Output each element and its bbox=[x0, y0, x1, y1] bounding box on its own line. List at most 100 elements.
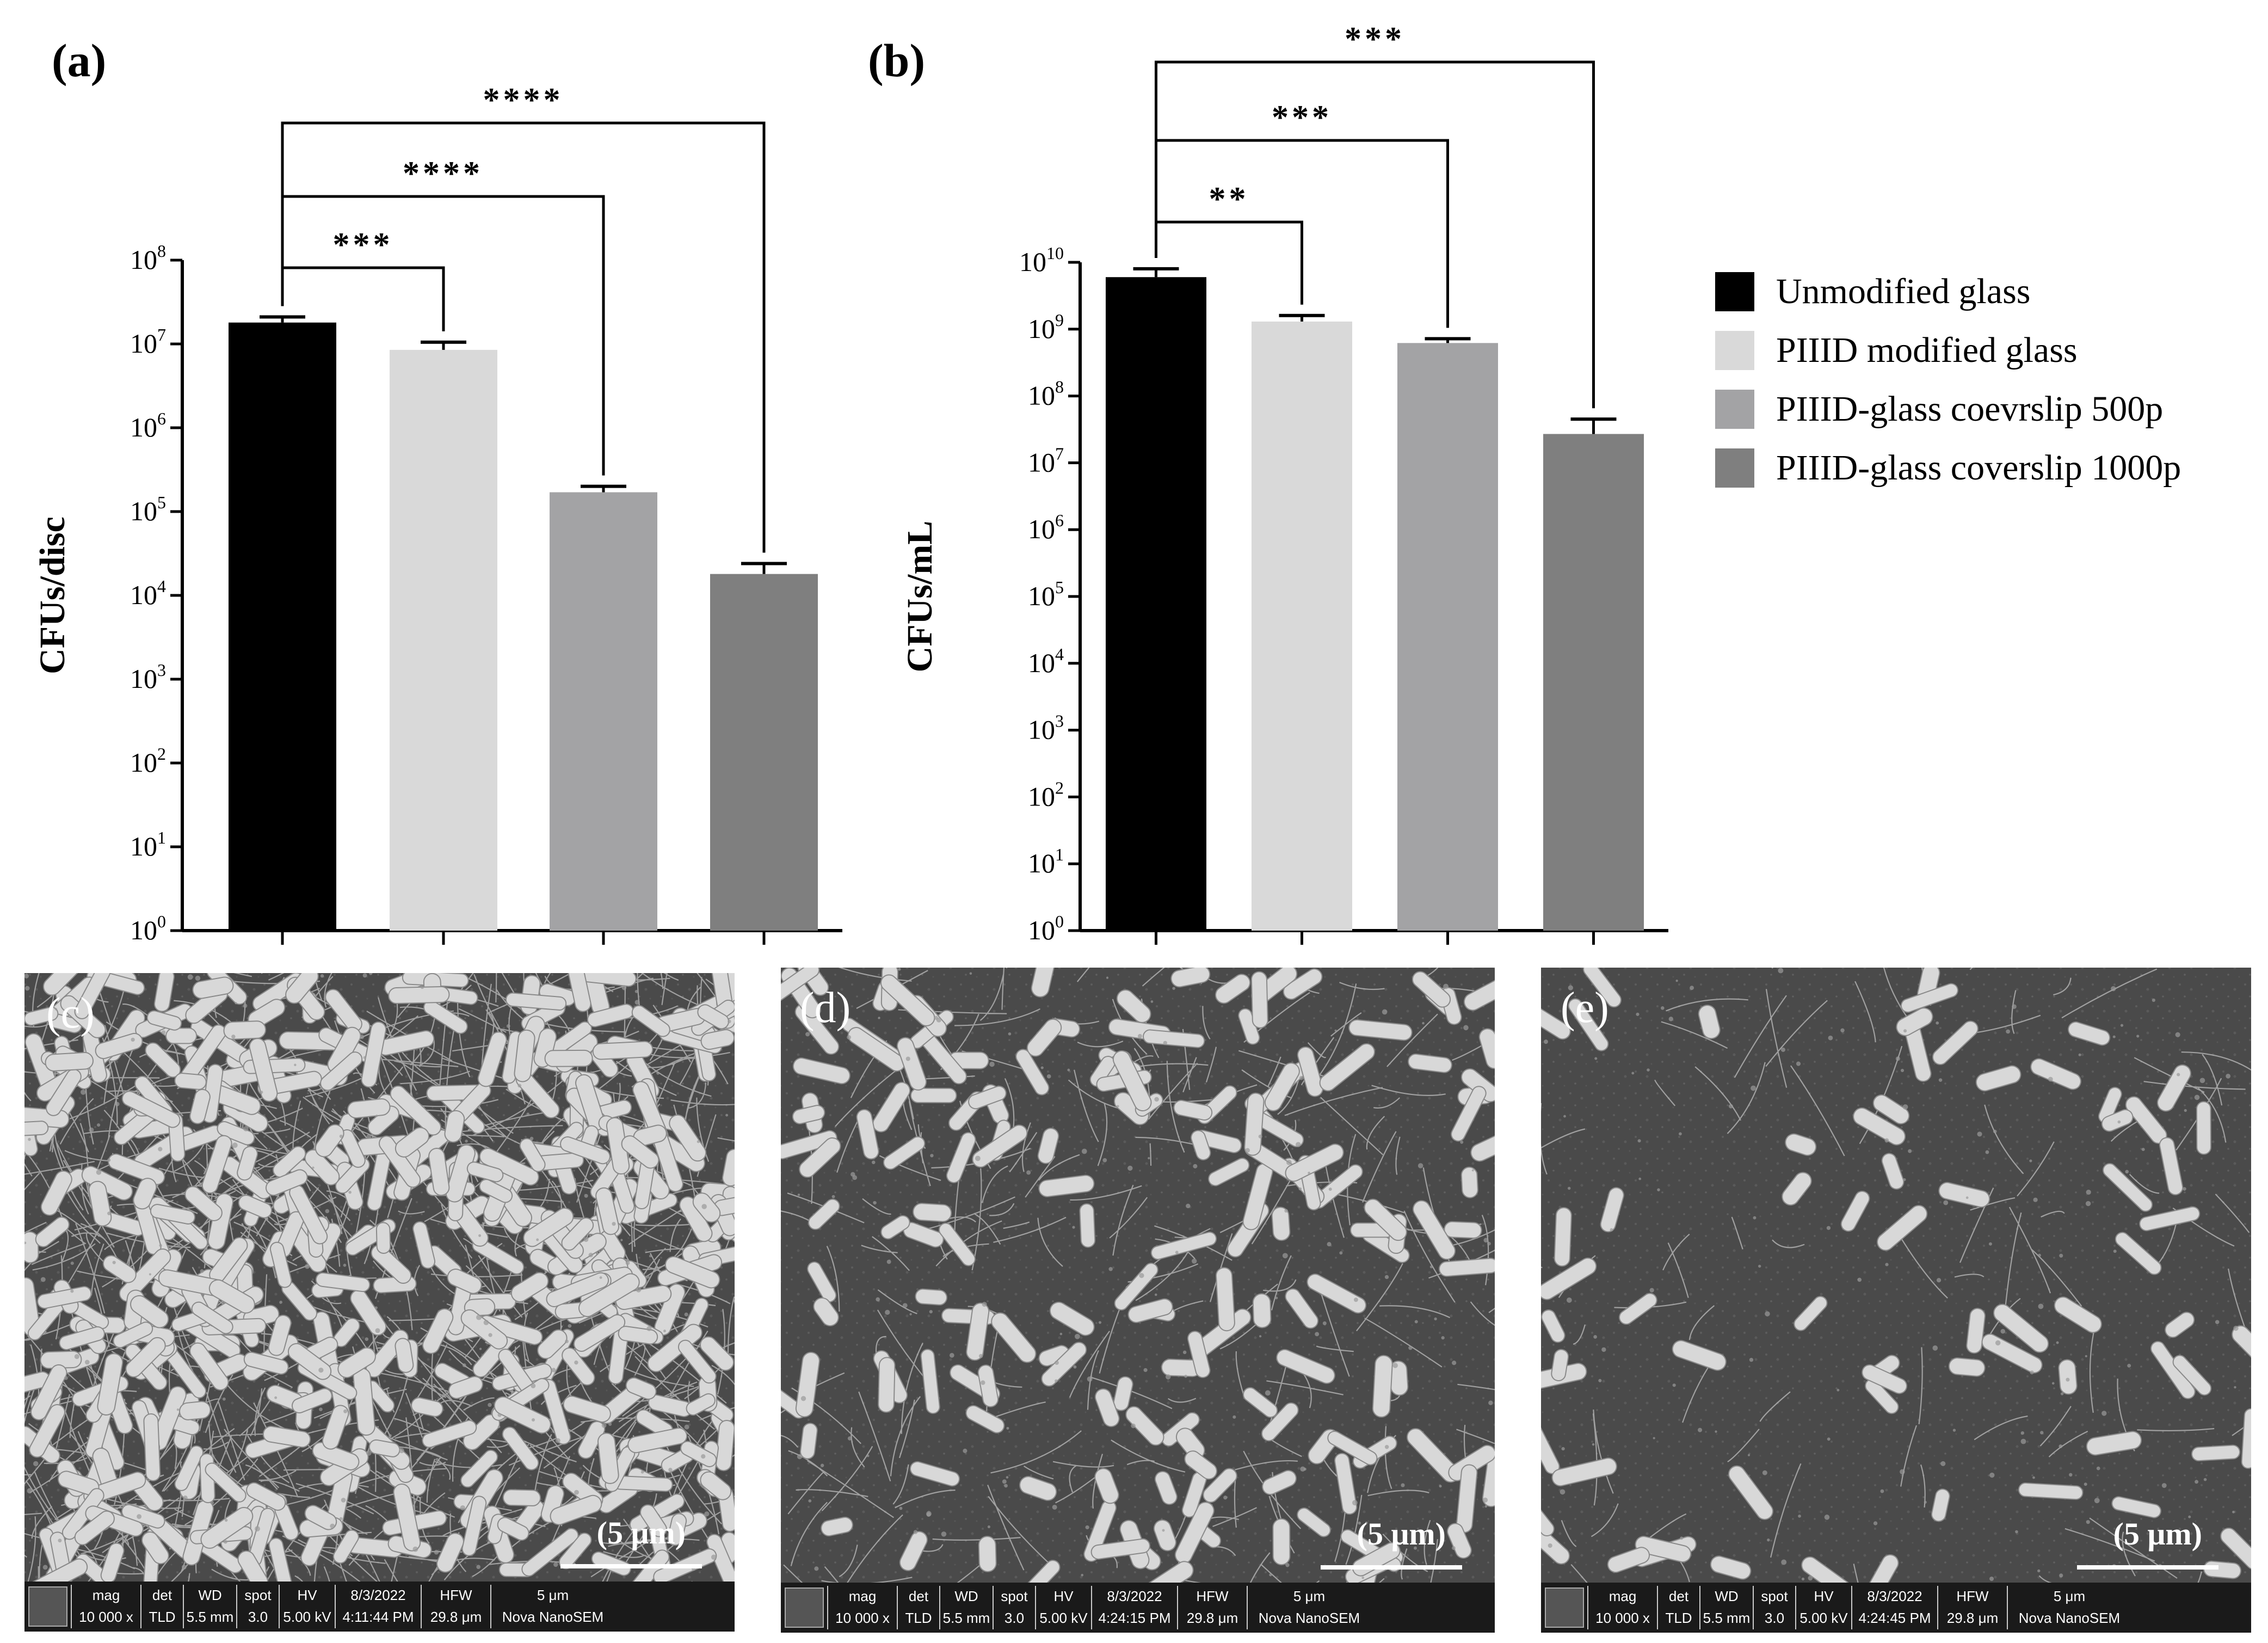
y-tick-label: 103 bbox=[1028, 711, 1064, 745]
y-tick-label: 108 bbox=[1028, 377, 1064, 411]
bar-4 bbox=[1543, 434, 1644, 931]
y-tick-label: 109 bbox=[1028, 310, 1064, 344]
info-header: HV bbox=[1814, 1588, 1834, 1604]
y-tick-label: 108 bbox=[130, 241, 166, 275]
significance-label: *** bbox=[1345, 21, 1405, 58]
bar-1 bbox=[229, 322, 336, 931]
legend-swatch bbox=[1715, 272, 1754, 311]
sem-panel-label: (e) bbox=[1561, 984, 1609, 1032]
scale-bar-label: (5 μm) bbox=[1357, 1516, 1446, 1552]
y-axis-label: CFUs/disc bbox=[33, 516, 72, 674]
info-header: mag bbox=[1609, 1588, 1637, 1604]
y-tick-label: 107 bbox=[130, 325, 166, 359]
info-header: spot bbox=[244, 1587, 272, 1603]
info-value: 29.8 μm bbox=[1187, 1610, 1238, 1626]
info-value: 3.0 bbox=[1765, 1610, 1784, 1626]
info-value: 29.8 μm bbox=[1947, 1610, 1998, 1626]
sem-panel-d: (d) (5 μm) mag 10 000 x det TLD WD 5.5 mm spot 3.… bbox=[781, 968, 1495, 1633]
info-header: mag bbox=[93, 1587, 120, 1603]
legend-label: Unmodified glass bbox=[1776, 272, 2030, 311]
info-value: 5.5 mm bbox=[943, 1610, 990, 1626]
info-value: 29.8 μm bbox=[430, 1609, 482, 1625]
info-header: WD bbox=[954, 1588, 978, 1604]
y-tick-label: 105 bbox=[130, 493, 166, 526]
info-header: HV bbox=[1053, 1588, 1074, 1604]
info-value: 3.0 bbox=[1004, 1610, 1024, 1626]
info-header: WD bbox=[1715, 1588, 1738, 1604]
info-header: WD bbox=[198, 1587, 221, 1603]
info-value: TLD bbox=[1665, 1610, 1692, 1626]
info-value: 5.5 mm bbox=[1703, 1610, 1751, 1626]
sem-panel-label: (c) bbox=[46, 989, 95, 1037]
y-tick-label: 107 bbox=[1028, 444, 1064, 477]
info-value: 5.5 mm bbox=[187, 1609, 234, 1625]
info-value: 4:11:44 PM bbox=[342, 1609, 414, 1625]
info-value: TLD bbox=[905, 1610, 932, 1626]
bar-2 bbox=[1252, 321, 1352, 931]
info-header: HV bbox=[297, 1587, 317, 1603]
info-value: Nova NanoSEM bbox=[1259, 1610, 1360, 1626]
info-value: Nova NanoSEM bbox=[502, 1609, 603, 1625]
y-tick-label: 100 bbox=[1028, 912, 1064, 945]
scale-bar-label: (5 μm) bbox=[597, 1515, 686, 1550]
info-header: 5 μm bbox=[537, 1587, 569, 1603]
significance-bracket bbox=[281, 266, 445, 331]
significance-label: **** bbox=[483, 82, 564, 119]
legend-swatch bbox=[1715, 448, 1754, 488]
info-value: 10 000 x bbox=[835, 1610, 890, 1626]
info-header: 8/3/2022 bbox=[350, 1587, 405, 1603]
info-header: 5 μm bbox=[2054, 1588, 2085, 1604]
y-tick-label: 101 bbox=[1028, 845, 1064, 878]
sem-info-bar bbox=[781, 1583, 1495, 1633]
info-header: HFW bbox=[440, 1587, 472, 1603]
sem-panel-e: (e) (5 μm) mag 10 000 x det TLD WD 5.5 mm spot 3.… bbox=[1541, 968, 2251, 1633]
bar-1 bbox=[1106, 277, 1206, 931]
y-tick-label: 103 bbox=[130, 660, 166, 694]
info-value: 5.00 kV bbox=[1799, 1610, 1848, 1626]
info-header: 8/3/2022 bbox=[1867, 1588, 1922, 1604]
bar-4 bbox=[710, 574, 818, 931]
fei-logo-icon bbox=[28, 1586, 67, 1627]
panel-label: (a) bbox=[52, 34, 106, 87]
info-value: 3.0 bbox=[248, 1609, 268, 1625]
legend-label: PIIID-glass coverslip 1000p bbox=[1776, 448, 2181, 488]
info-header: 8/3/2022 bbox=[1107, 1588, 1162, 1604]
y-tick-label: 100 bbox=[130, 912, 166, 945]
bar-3 bbox=[1397, 343, 1498, 931]
bar-3 bbox=[550, 492, 657, 931]
info-value: 5.00 kV bbox=[283, 1609, 331, 1625]
info-value: 10 000 x bbox=[1595, 1610, 1650, 1626]
y-tick-label: 105 bbox=[1028, 577, 1064, 611]
y-tick-label: 102 bbox=[130, 744, 166, 778]
sem-info-bar bbox=[24, 1582, 735, 1632]
sem-panel-c: (c) (5 μm) mag 10 000 x det TLD WD 5.5 mm spot 3.… bbox=[24, 973, 735, 1632]
bar-2 bbox=[390, 349, 497, 931]
fei-logo-icon bbox=[1545, 1587, 1584, 1628]
info-header: HFW bbox=[1196, 1588, 1229, 1604]
sem-bacteria-layer bbox=[781, 968, 1495, 1583]
legend-label: PIIID modified glass bbox=[1776, 330, 2078, 370]
info-header: spot bbox=[1761, 1588, 1788, 1604]
sem-bacteria-layer bbox=[24, 973, 735, 1582]
y-tick-label: 104 bbox=[1028, 644, 1064, 678]
y-tick-label: 101 bbox=[130, 828, 166, 862]
legend: Unmodified glass PIIID modified glass PIII… bbox=[1715, 272, 2181, 488]
legend-label: PIIID-glass coevrslip 500p bbox=[1776, 389, 2163, 429]
significance-label: *** bbox=[333, 226, 393, 263]
significance-bracket bbox=[1155, 60, 1595, 409]
info-header: 5 μm bbox=[1293, 1588, 1325, 1604]
info-header: spot bbox=[1001, 1588, 1028, 1604]
info-value: 4:24:15 PM bbox=[1099, 1610, 1171, 1626]
y-tick-label: 102 bbox=[1028, 778, 1064, 811]
y-tick-label: 1010 bbox=[1019, 243, 1064, 277]
fei-logo-icon bbox=[785, 1587, 824, 1628]
info-value: 5.00 kV bbox=[1039, 1610, 1088, 1626]
info-value: 4:24:45 PM bbox=[1859, 1610, 1931, 1626]
scale-bar-label: (5 μm) bbox=[2113, 1516, 2202, 1552]
significance-label: *** bbox=[1272, 99, 1332, 136]
chart-a: (a) 100 101 102 103 104 105 106 107 108 CFUs/disc *… bbox=[33, 34, 842, 945]
chart-b: (b) 100 101 102 103 104 105 106 107 108 109 1010 CFU… bbox=[868, 21, 1668, 945]
significance-bracket bbox=[281, 121, 766, 553]
info-value: Nova NanoSEM bbox=[2019, 1610, 2120, 1626]
